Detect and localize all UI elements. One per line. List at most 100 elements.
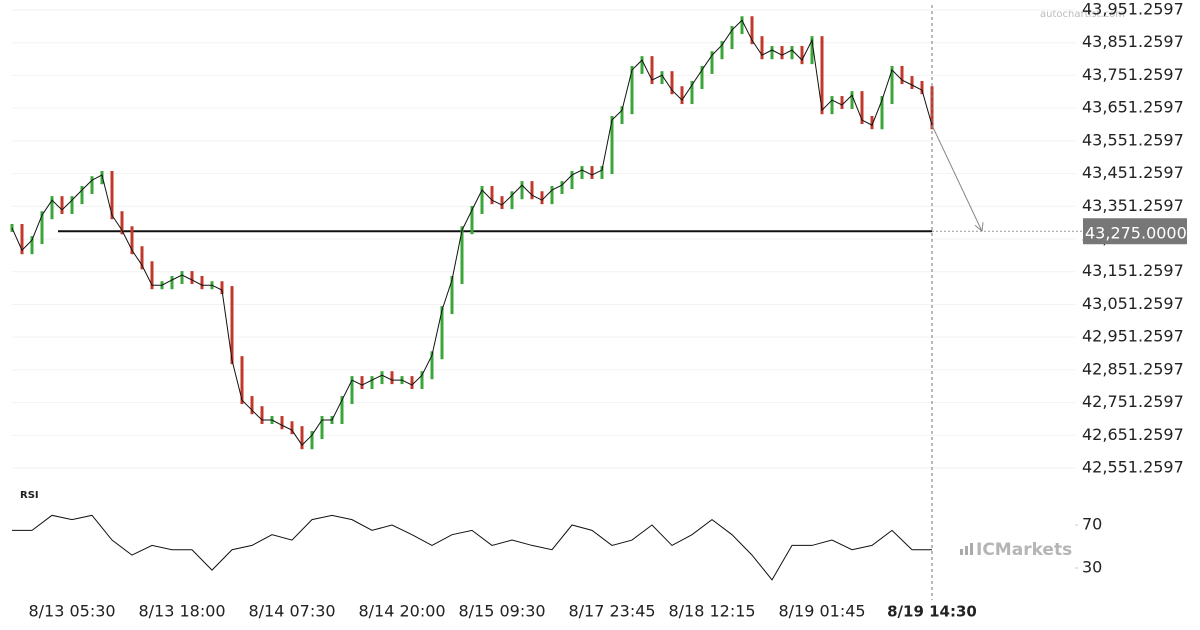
price-bar bbox=[830, 96, 834, 115]
price-line bbox=[11, 19, 933, 447]
price-bar bbox=[500, 196, 504, 210]
rsi-line bbox=[12, 514, 932, 581]
price-bar bbox=[300, 426, 304, 450]
x-tick-label: 8/19 01:45 bbox=[778, 602, 865, 621]
price-bar bbox=[590, 166, 594, 179]
y-tick-label: 43,551.2597 bbox=[1082, 130, 1184, 149]
price-bar bbox=[30, 236, 34, 255]
price-bar bbox=[550, 186, 554, 205]
y-tick-label: 42,751.2597 bbox=[1082, 392, 1184, 411]
price-bar bbox=[810, 36, 814, 65]
x-tick-label: 8/13 18:00 bbox=[138, 602, 225, 621]
price-bar bbox=[460, 226, 464, 284]
price-bar bbox=[690, 81, 694, 105]
price-bar bbox=[70, 196, 74, 214]
price-bar bbox=[710, 51, 714, 74]
level-label: 43,275.0000 bbox=[1085, 224, 1187, 243]
price-bar bbox=[910, 76, 914, 90]
y-tick-label: 43,351.2597 bbox=[1082, 196, 1184, 215]
x-tick-label: 8/14 07:30 bbox=[248, 602, 335, 621]
price-bar bbox=[510, 191, 514, 210]
price-bar bbox=[730, 26, 734, 50]
price-bar bbox=[920, 81, 924, 95]
price-bar bbox=[340, 396, 344, 425]
price-bar bbox=[570, 170, 574, 190]
source-label: autochartist.com bbox=[1040, 9, 1125, 20]
price-bar bbox=[540, 191, 544, 205]
price-bar bbox=[390, 371, 394, 385]
level-box bbox=[1083, 218, 1187, 245]
price-bar bbox=[430, 351, 434, 380]
price-bar bbox=[180, 271, 184, 284]
price-bar bbox=[620, 106, 624, 125]
price-bar bbox=[740, 16, 744, 35]
price-bar bbox=[750, 16, 754, 45]
price-bar bbox=[20, 223, 24, 255]
rsi-tick-label: 30 bbox=[1082, 558, 1102, 577]
y-tick-label: 43,051.2597 bbox=[1082, 294, 1184, 313]
price-bar bbox=[230, 286, 234, 365]
price-bar bbox=[80, 186, 84, 205]
price-bar bbox=[840, 96, 844, 109]
rsi-title: RSI bbox=[20, 490, 39, 501]
price-bar bbox=[600, 166, 604, 179]
price-bar bbox=[360, 376, 364, 390]
price-bar bbox=[130, 226, 134, 255]
price-bar bbox=[320, 416, 324, 440]
x-tick-label: 8/19 14:30 bbox=[887, 603, 977, 621]
price-bar bbox=[380, 371, 384, 385]
price-bar bbox=[630, 65, 634, 115]
price-bar bbox=[780, 45, 784, 60]
price-bar bbox=[120, 211, 124, 235]
price-bar bbox=[800, 45, 804, 65]
arrow-head bbox=[974, 222, 984, 232]
price-bar bbox=[670, 71, 674, 95]
price-bar bbox=[660, 71, 664, 85]
price-bar bbox=[610, 116, 614, 175]
price-bar bbox=[260, 406, 264, 425]
price-bar bbox=[410, 376, 414, 390]
price-bar bbox=[640, 56, 644, 74]
brand-label: ICMarkets bbox=[976, 540, 1072, 560]
price-bar bbox=[440, 306, 444, 360]
price-bar bbox=[720, 41, 724, 60]
x-tick-label: 8/15 09:30 bbox=[458, 602, 545, 621]
price-bar bbox=[170, 275, 174, 290]
price-bar bbox=[290, 421, 294, 435]
price-bar bbox=[650, 56, 654, 85]
y-tick-label: 42,951.2597 bbox=[1082, 327, 1184, 346]
price-bar bbox=[310, 431, 314, 450]
y-tick-label: 43,751.2597 bbox=[1082, 65, 1184, 84]
brand-logo bbox=[960, 543, 973, 555]
price-bar bbox=[240, 356, 244, 405]
price-bar bbox=[200, 275, 204, 290]
price-bar bbox=[420, 371, 424, 390]
price-bar bbox=[280, 416, 284, 430]
forecast-arrow bbox=[931, 125, 983, 232]
price-bar bbox=[860, 91, 864, 125]
price-bar bbox=[190, 271, 194, 284]
price-bar bbox=[110, 170, 114, 220]
y-tick-label: 42,551.2597 bbox=[1082, 458, 1184, 477]
price-bar bbox=[450, 275, 454, 315]
rsi-tick-label: 70 bbox=[1082, 515, 1102, 534]
price-bar bbox=[580, 166, 584, 179]
price-bar bbox=[150, 261, 154, 290]
price-bar bbox=[520, 181, 524, 200]
x-tick-label: 8/14 20:00 bbox=[358, 602, 445, 621]
price-bar bbox=[40, 211, 44, 245]
x-tick-label: 8/17 23:45 bbox=[568, 602, 655, 621]
price-bar bbox=[90, 176, 94, 195]
y-tick-label: 43,151.2597 bbox=[1082, 261, 1184, 280]
price-bar bbox=[370, 376, 374, 390]
price-bar bbox=[350, 376, 354, 405]
price-bar bbox=[770, 45, 774, 60]
price-bar bbox=[560, 181, 564, 195]
y-tick-label: 42,651.2597 bbox=[1082, 425, 1184, 444]
price-bar bbox=[900, 65, 904, 85]
price-bar bbox=[60, 196, 64, 214]
price-bar bbox=[680, 86, 684, 105]
price-bar bbox=[530, 181, 534, 200]
